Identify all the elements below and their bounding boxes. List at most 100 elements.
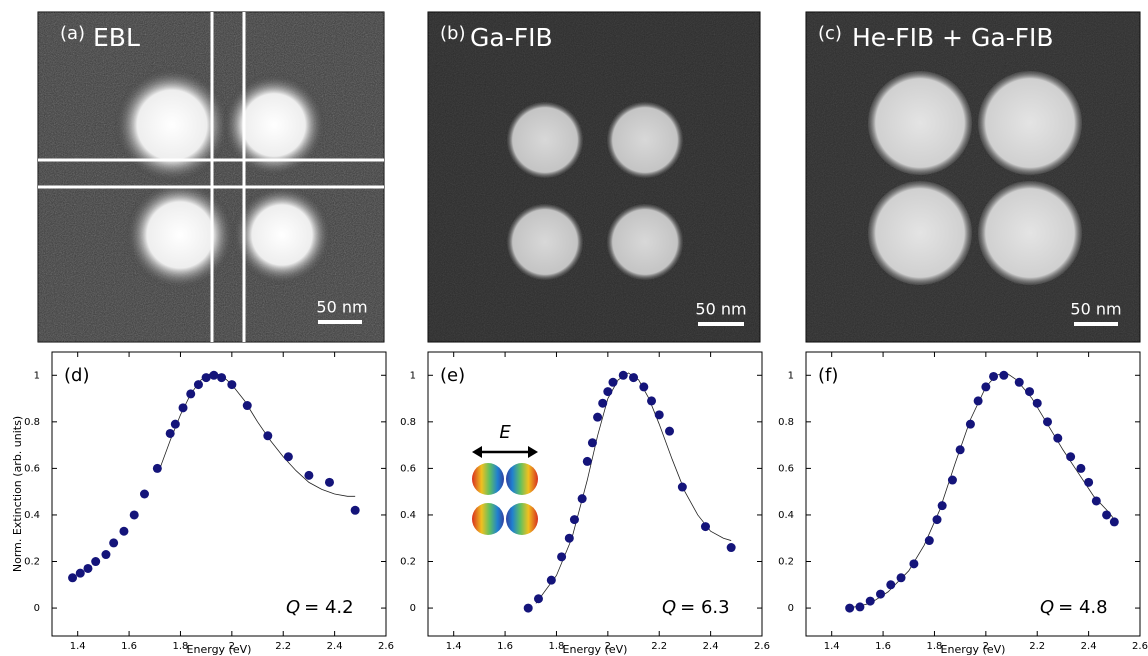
data-point (665, 427, 674, 436)
data-point (263, 431, 272, 440)
data-point (855, 602, 864, 611)
data-point (534, 594, 543, 603)
data-point (109, 538, 118, 547)
data-point (153, 464, 162, 473)
sem-image-c: (c) He-FIB + Ga-FIB 50 nm (806, 12, 1140, 342)
y-tick-label: 0.8 (400, 417, 416, 428)
x-axis-label: Energy (eV) (187, 643, 252, 656)
y-tick-label: 0.8 (24, 417, 40, 428)
x-axis-label: Energy (eV) (563, 643, 628, 656)
data-point (186, 389, 195, 398)
data-point (727, 543, 736, 552)
annotation: Q= 4.8 (1040, 597, 1108, 618)
panel-label: (d) (64, 365, 89, 386)
data-point (1084, 478, 1093, 487)
data-point (1110, 517, 1119, 526)
data-point (933, 515, 942, 524)
data-point (619, 371, 628, 380)
inset-label: E (499, 422, 511, 443)
fit-line (850, 373, 1115, 608)
y-tick-label: 0 (34, 603, 40, 614)
data-point (639, 382, 648, 391)
data-point (1076, 464, 1085, 473)
x-tick-label: 1.6 (121, 641, 137, 652)
panel-label: (f) (818, 365, 838, 386)
data-point (565, 534, 574, 543)
image-title: He-FIB + Ga-FIB (852, 23, 1054, 52)
data-point (171, 420, 180, 429)
data-point (1043, 417, 1052, 426)
y-tick-label: 0.4 (778, 510, 794, 521)
data-point (1066, 452, 1075, 461)
x-tick-label: 1.4 (70, 641, 86, 652)
x-tick-label: 1.6 (875, 641, 891, 652)
data-point (845, 604, 854, 613)
x-tick-label: 2.4 (327, 641, 343, 652)
data-point (557, 552, 566, 561)
image-label: (a) (60, 23, 85, 44)
annotation-symbol: Q (662, 597, 676, 618)
chart: 1.41.61.822.22.42.600.20.40.60.81Energy … (11, 352, 394, 656)
sem-image-b: (b) Ga-FIB 50 nm (428, 12, 760, 342)
data-point (304, 471, 313, 480)
data-point (76, 569, 85, 578)
annotation-text: = 4.2 (304, 597, 353, 618)
y-tick-label: 0.6 (24, 463, 40, 474)
data-point (1033, 399, 1042, 408)
data-point (166, 429, 175, 438)
data-point (909, 559, 918, 568)
x-tick-label: 1.4 (446, 641, 462, 652)
data-point (897, 573, 906, 582)
y-tick-label: 0 (788, 603, 794, 614)
data-point (647, 396, 656, 405)
data-point (999, 371, 1008, 380)
data-point (583, 457, 592, 466)
data-point (629, 373, 638, 382)
annotation-symbol: Q (1040, 597, 1054, 618)
y-tick-label: 0.2 (24, 557, 40, 568)
x-axis-label: Energy (eV) (941, 643, 1006, 656)
data-point (701, 522, 710, 531)
y-tick-label: 0.4 (400, 510, 416, 521)
data-point (956, 445, 965, 454)
x-tick-label: 2.6 (378, 641, 394, 652)
data-point (570, 515, 579, 524)
data-point (91, 557, 100, 566)
x-tick-label: 2.6 (1132, 641, 1148, 652)
data-point (351, 506, 360, 515)
annotation: Q= 4.2 (286, 597, 354, 618)
plot-frame (806, 352, 1140, 636)
data-point (588, 438, 597, 447)
data-point (603, 387, 612, 396)
data-point (227, 380, 236, 389)
image-title: Ga-FIB (470, 23, 553, 52)
scale-bar-label: 50 nm (1070, 300, 1121, 319)
x-tick-label: 2.2 (275, 641, 291, 652)
plot-frame (428, 352, 762, 636)
data-point (886, 580, 895, 589)
annotation: Q= 6.3 (662, 597, 730, 618)
sem-image-a: (a) EBL 50 nm (38, 12, 384, 342)
data-point (547, 576, 556, 585)
data-point (179, 403, 188, 412)
x-tick-label: 1.6 (497, 641, 513, 652)
y-tick-label: 0 (410, 603, 416, 614)
image-label: (c) (818, 23, 842, 44)
y-tick-label: 0.2 (778, 557, 794, 568)
x-tick-label: 2.2 (1029, 641, 1045, 652)
x-tick-label: 2.4 (1081, 641, 1097, 652)
data-point (966, 420, 975, 429)
data-point (217, 373, 226, 382)
x-tick-label: 1.4 (824, 641, 840, 652)
data-point (593, 413, 602, 422)
data-point (101, 550, 110, 559)
data-point (119, 527, 128, 536)
fit-line (536, 373, 731, 603)
y-tick-label: 1 (34, 370, 40, 381)
data-point (1102, 510, 1111, 519)
data-point (608, 378, 617, 387)
scale-bar-label: 50 nm (316, 298, 367, 317)
data-point (989, 372, 998, 381)
